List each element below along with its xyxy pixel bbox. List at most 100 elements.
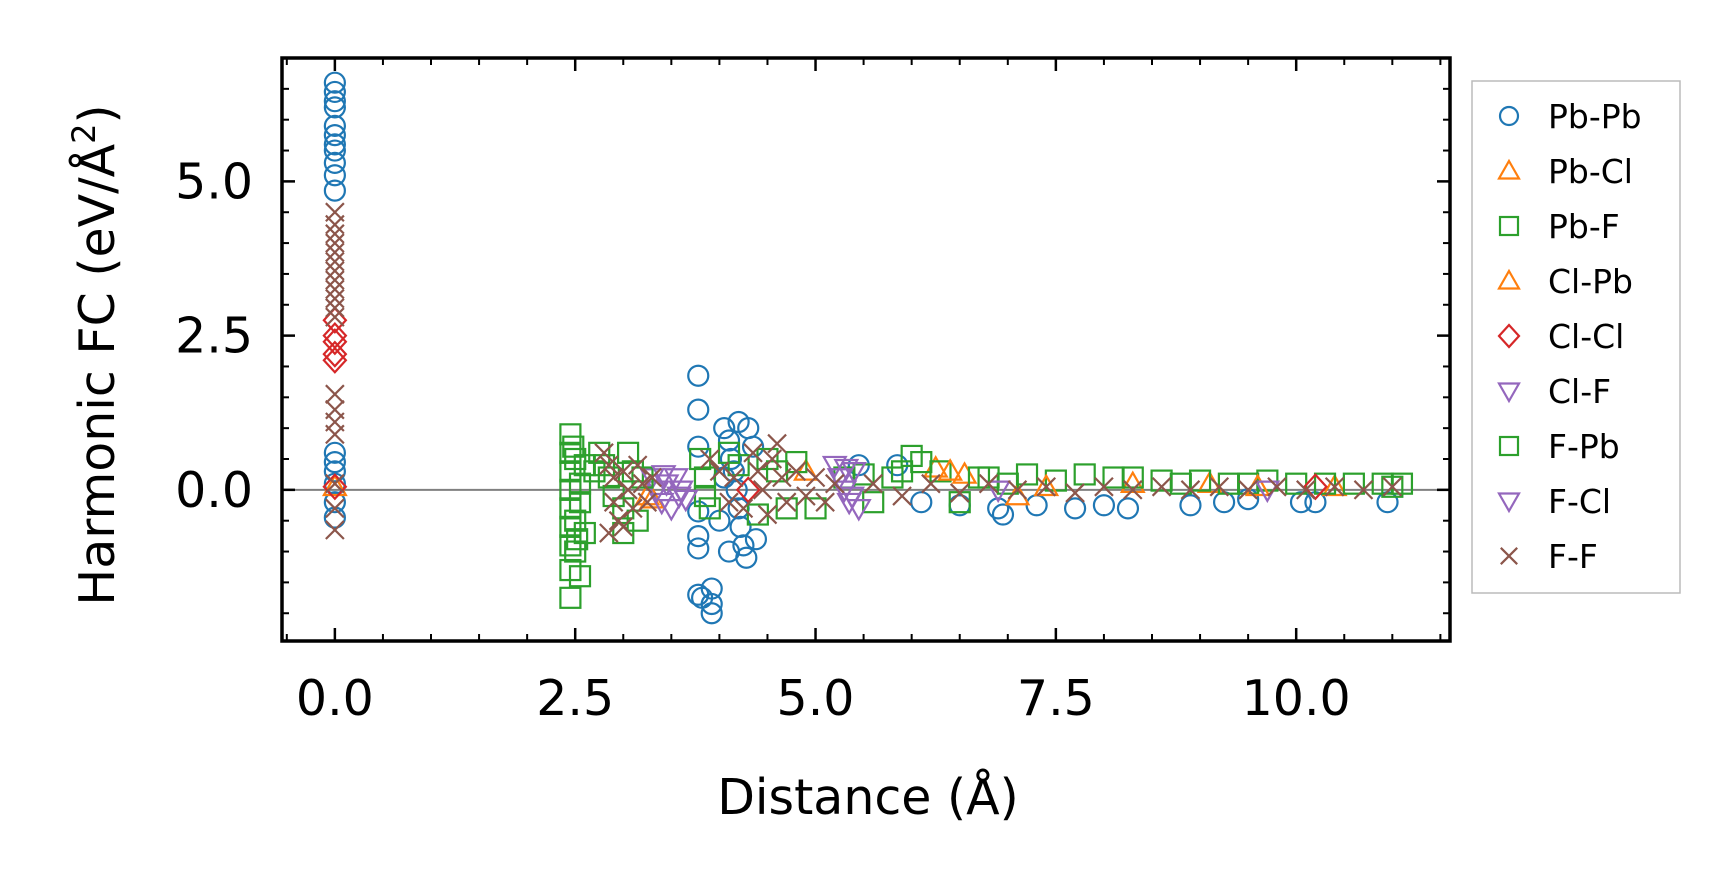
tick-labels-group: 0.0 2.5 5.0 7.5 10.0 0.0 2.5 5.0: [175, 153, 1351, 727]
point-f-f: [603, 467, 624, 488]
point-pb-f: [1342, 472, 1365, 495]
point-pb-pb: [732, 534, 755, 557]
point-f-f: [709, 461, 730, 482]
point-cl-f: [831, 480, 858, 504]
point-cl-f: [648, 492, 675, 516]
point-f-pb: [562, 435, 585, 458]
point-pb-pb: [687, 435, 710, 458]
point-f-f: [762, 449, 783, 469]
legend-marker-cl-pb: [1497, 268, 1521, 290]
point-pb-pb: [741, 435, 765, 458]
point-f-f: [815, 492, 835, 512]
point-pb-f: [612, 521, 635, 545]
point-pb-pb: [323, 71, 346, 94]
point-pb-f: [804, 497, 827, 520]
point-pb-cl: [321, 473, 348, 497]
point-f-f: [325, 307, 345, 327]
point-pb-f: [568, 472, 592, 495]
point-f-f: [776, 492, 797, 512]
point-pb-pb: [323, 114, 346, 137]
point-f-pb: [967, 466, 991, 489]
plot-frame-group: [280, 56, 1452, 643]
legend-label-cl-cl: Cl-Cl: [1548, 317, 1624, 356]
point-pb-f: [698, 497, 721, 520]
point-f-f: [1267, 476, 1287, 497]
legend-marker-f-f: [1500, 547, 1518, 565]
point-f-f: [1094, 476, 1114, 497]
point-f-f: [618, 480, 638, 500]
point-pb-pb: [323, 151, 346, 174]
point-f-f: [613, 461, 634, 482]
point-f-f: [599, 523, 619, 543]
point-pb-pb: [700, 592, 723, 616]
legend-label-f-pb: F-Pb: [1548, 427, 1620, 466]
point-pb-pb: [687, 537, 710, 560]
point-pb-f: [727, 454, 750, 477]
point-f-f: [1296, 480, 1316, 500]
point-f-f: [743, 443, 763, 463]
point-f-pb: [1169, 472, 1192, 495]
point-pb-f: [862, 491, 885, 514]
point-pb-pb: [910, 491, 933, 514]
point-cl-cl: [322, 328, 348, 356]
point-f-f: [949, 483, 970, 503]
point-pb-pb: [700, 577, 723, 600]
point-pb-pb: [1289, 491, 1313, 514]
legend-label-pb-cl: Pb-Cl: [1548, 152, 1633, 191]
point-f-f: [325, 279, 345, 300]
point-pb-pb: [323, 124, 346, 147]
point-pb-f: [1015, 463, 1039, 486]
point-pb-f: [693, 466, 717, 489]
point-f-f: [599, 455, 619, 475]
point-f-f: [623, 498, 643, 519]
point-f-f: [724, 467, 744, 488]
point-cl-f: [845, 499, 872, 522]
point-pb-cl: [1321, 473, 1348, 497]
point-f-f: [325, 270, 345, 290]
point-pb-pb: [700, 602, 723, 625]
point-f-f: [733, 498, 754, 519]
point-f-f: [1353, 480, 1374, 500]
point-f-f: [719, 492, 739, 512]
point-pb-f: [573, 521, 596, 545]
point-pb-f: [559, 534, 582, 557]
point-f-f: [921, 473, 941, 494]
point-pb-f: [597, 466, 620, 489]
point-pb-f: [568, 491, 592, 514]
point-f-f: [325, 214, 345, 235]
legend-marker-f-pb: [1498, 435, 1520, 457]
point-pb-pb: [323, 164, 346, 187]
point-pb-pb: [744, 528, 768, 551]
y-axis-label-close: ): [69, 104, 126, 123]
point-f-f: [892, 486, 912, 506]
point-pb-f: [1121, 466, 1144, 489]
legend-label-f-cl: F-Cl: [1548, 482, 1611, 521]
legend-marker-cl-cl: [1497, 323, 1521, 349]
point-cl-f: [985, 480, 1012, 504]
point-pb-pb: [323, 133, 346, 156]
point-f-f: [325, 473, 345, 494]
point-cl-cl: [322, 473, 348, 501]
point-f-f: [699, 449, 720, 469]
point-f-f: [325, 498, 345, 519]
data-points-group: [321, 71, 1414, 625]
point-pb-f: [1313, 472, 1337, 495]
point-f-f: [325, 233, 345, 253]
point-f-f: [1036, 476, 1057, 497]
point-pb-f: [1073, 463, 1096, 486]
point-f-f: [1151, 476, 1172, 497]
point-f-f: [786, 461, 807, 482]
point-pb-pb: [687, 525, 710, 548]
point-pb-pb: [323, 139, 346, 162]
point-f-f: [1007, 480, 1028, 500]
y-tick-label: 0.0: [175, 462, 253, 519]
point-f-f: [325, 424, 345, 445]
point-f-pb: [890, 460, 914, 483]
point-pb-pb: [1063, 497, 1087, 520]
point-pb-pb: [717, 429, 741, 452]
point-cl-pb: [937, 458, 964, 481]
point-pb-f: [929, 460, 952, 483]
x-tick-label: 0.0: [296, 670, 374, 727]
